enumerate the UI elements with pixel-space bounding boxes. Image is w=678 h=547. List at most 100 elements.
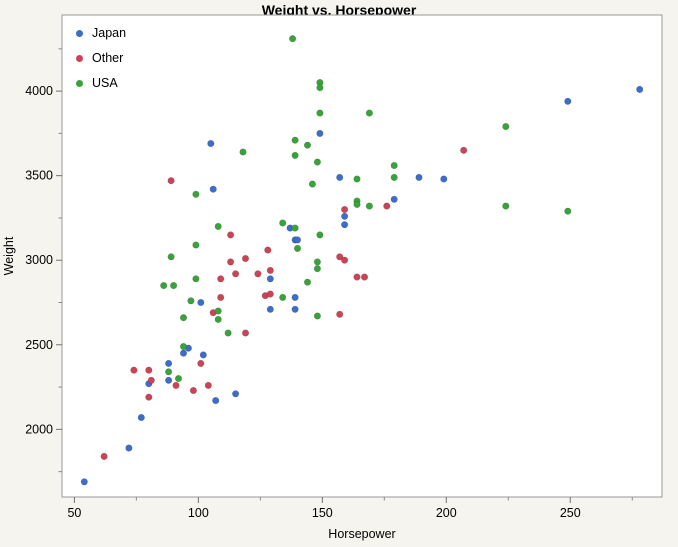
data-point-usa[interactable] <box>303 141 312 149</box>
data-point-japan[interactable] <box>266 305 274 313</box>
data-point-other[interactable] <box>241 329 250 337</box>
data-point-japan[interactable] <box>179 349 188 357</box>
data-point-japan[interactable] <box>207 139 215 148</box>
data-point-usa[interactable] <box>313 312 322 320</box>
data-point-japan[interactable] <box>316 129 324 137</box>
legend-item-usa[interactable]: USA <box>76 76 126 90</box>
data-point-usa[interactable] <box>289 35 297 43</box>
data-point-other[interactable] <box>227 231 235 239</box>
data-point-japan[interactable] <box>291 305 299 313</box>
data-point-other[interactable] <box>360 273 369 281</box>
data-point-other[interactable] <box>336 310 344 318</box>
data-point-other[interactable] <box>204 381 212 390</box>
data-point-japan[interactable] <box>137 413 145 422</box>
data-point-other[interactable] <box>341 256 349 264</box>
data-point-japan[interactable] <box>636 85 644 93</box>
data-point-usa[interactable] <box>160 282 168 290</box>
data-point-usa[interactable] <box>192 275 200 283</box>
data-point-japan[interactable] <box>564 97 572 105</box>
data-point-usa[interactable] <box>308 180 317 188</box>
data-point-usa[interactable] <box>291 224 299 232</box>
data-point-other[interactable] <box>254 270 262 278</box>
data-point-other[interactable] <box>232 270 240 278</box>
legend-item-other[interactable]: Other <box>76 51 126 65</box>
data-point-other[interactable] <box>266 290 274 298</box>
data-point-other[interactable] <box>353 273 361 281</box>
data-point-usa[interactable] <box>279 219 287 227</box>
data-point-other[interactable] <box>336 253 344 261</box>
data-point-japan[interactable] <box>336 173 344 181</box>
data-point-usa[interactable] <box>179 342 188 351</box>
data-point-other[interactable] <box>383 202 391 210</box>
data-point-usa[interactable] <box>365 109 374 117</box>
data-point-usa[interactable] <box>214 315 222 324</box>
data-point-usa[interactable] <box>353 175 361 183</box>
data-point-japan[interactable] <box>390 195 398 203</box>
data-point-usa[interactable] <box>316 231 324 239</box>
data-point-japan[interactable] <box>165 376 173 384</box>
data-point-other[interactable] <box>341 205 349 214</box>
data-point-usa[interactable] <box>170 282 178 290</box>
data-point-japan[interactable] <box>197 298 205 307</box>
data-point-usa[interactable] <box>165 368 173 376</box>
data-point-usa[interactable] <box>192 241 200 249</box>
data-point-usa[interactable] <box>239 148 247 156</box>
data-point-japan[interactable] <box>341 221 349 229</box>
data-point-other[interactable] <box>241 254 250 263</box>
data-point-other[interactable] <box>217 293 225 302</box>
data-point-usa[interactable] <box>187 297 195 305</box>
data-point-japan[interactable] <box>415 173 423 181</box>
data-point-other[interactable] <box>227 258 235 266</box>
data-point-usa[interactable] <box>365 202 374 210</box>
data-point-usa[interactable] <box>313 258 322 266</box>
data-point-usa[interactable] <box>353 200 361 208</box>
data-point-usa[interactable] <box>564 207 572 215</box>
legend-item-japan[interactable]: Japan <box>76 26 126 40</box>
data-point-usa[interactable] <box>174 375 183 383</box>
data-point-usa[interactable] <box>293 244 302 252</box>
data-point-usa[interactable] <box>502 122 510 131</box>
data-point-usa[interactable] <box>214 222 222 230</box>
data-point-other[interactable] <box>172 381 180 390</box>
data-point-other[interactable] <box>460 146 468 154</box>
data-point-japan[interactable] <box>199 351 207 359</box>
data-point-usa[interactable] <box>279 293 287 302</box>
data-point-usa[interactable] <box>316 84 324 92</box>
data-point-japan[interactable] <box>266 275 274 283</box>
data-point-usa[interactable] <box>167 253 175 261</box>
data-point-usa[interactable] <box>214 307 222 315</box>
data-point-other[interactable] <box>264 246 272 254</box>
data-point-other[interactable] <box>266 266 274 275</box>
data-point-usa[interactable] <box>192 190 200 198</box>
data-point-usa[interactable] <box>316 109 324 117</box>
data-point-usa[interactable] <box>502 202 510 210</box>
data-point-other[interactable] <box>189 386 197 395</box>
data-point-other[interactable] <box>145 366 153 374</box>
data-point-japan[interactable] <box>232 390 240 398</box>
data-point-usa[interactable] <box>303 278 312 286</box>
data-point-japan[interactable] <box>80 478 88 486</box>
data-point-japan[interactable] <box>440 175 448 183</box>
data-point-japan[interactable] <box>212 397 220 405</box>
data-point-usa[interactable] <box>224 329 232 337</box>
data-point-other[interactable] <box>145 393 153 401</box>
data-point-usa[interactable] <box>291 136 299 144</box>
data-point-japan[interactable] <box>209 185 217 193</box>
data-point-other[interactable] <box>197 359 205 368</box>
data-point-japan[interactable] <box>125 444 133 452</box>
data-point-usa[interactable] <box>390 173 398 181</box>
data-point-japan[interactable] <box>165 359 173 368</box>
data-point-usa[interactable] <box>313 158 322 166</box>
data-point-other[interactable] <box>217 275 225 283</box>
data-point-other[interactable] <box>147 376 155 384</box>
data-point-usa[interactable] <box>390 161 398 170</box>
data-point-japan[interactable] <box>341 212 349 220</box>
data-point-japan[interactable] <box>291 293 299 302</box>
data-point-usa[interactable] <box>179 314 188 322</box>
data-point-usa[interactable] <box>313 265 322 273</box>
data-point-other[interactable] <box>167 177 175 185</box>
data-point-usa[interactable] <box>291 151 299 159</box>
data-point-other[interactable] <box>130 366 138 374</box>
data-point-other[interactable] <box>100 452 108 461</box>
data-point-japan[interactable] <box>293 236 302 244</box>
